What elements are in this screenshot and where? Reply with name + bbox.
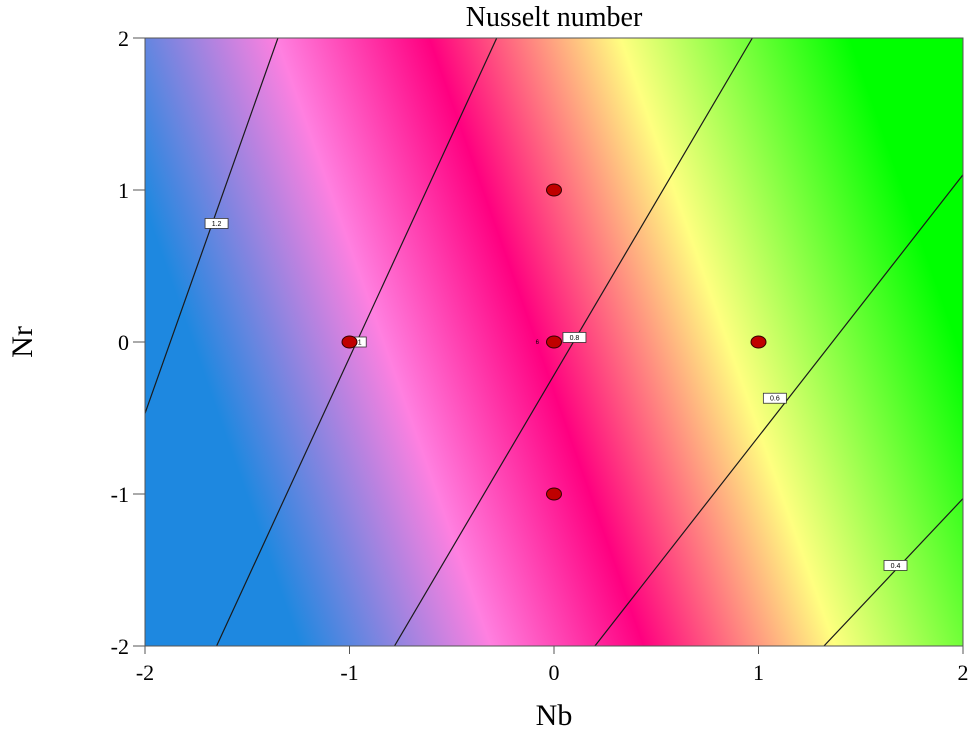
x-tick-label: 2 <box>958 660 969 685</box>
design-point-marker <box>546 183 562 197</box>
design-point-marker <box>341 335 358 349</box>
svg-text:1.2: 1.2 <box>212 221 222 228</box>
x-tick-label: -2 <box>136 660 154 685</box>
x-tick-label: -1 <box>340 660 358 685</box>
contour-label: 0.4 <box>883 560 908 571</box>
contour-label: 1.2 <box>204 218 229 229</box>
svg-text:0.6: 0.6 <box>770 396 780 403</box>
y-tick-label: 0 <box>118 330 129 355</box>
center-point-count: 6 <box>536 340 540 346</box>
contour-label: 0.8 <box>562 332 587 343</box>
design-point-marker <box>546 335 562 349</box>
contour-label: 0.6 <box>762 392 787 404</box>
svg-text:0.4: 0.4 <box>891 563 901 570</box>
svg-text:0.8: 0.8 <box>570 335 580 342</box>
y-tick-label: -1 <box>111 482 129 507</box>
y-tick-label: -2 <box>111 634 129 659</box>
x-axis: -2 -1 0 1 2 <box>136 646 969 685</box>
y-axis-title: Nr <box>6 326 39 358</box>
x-axis-title: Nb <box>536 699 573 732</box>
y-tick-label: 2 <box>118 26 129 51</box>
x-tick-label: 0 <box>549 660 560 685</box>
contour-line <box>823 498 963 646</box>
svg-text:1: 1 <box>358 340 362 347</box>
design-points: 6 <box>341 183 767 501</box>
y-tick-label: 1 <box>118 178 129 203</box>
chart-title: Nusselt number <box>466 2 643 33</box>
design-point-marker <box>546 487 562 501</box>
contour-labels: 1.2 1 0.8 0.6 0.4 <box>204 218 908 571</box>
contour-line <box>594 174 963 646</box>
x-tick-label: 1 <box>753 660 764 685</box>
design-point-marker <box>750 335 767 349</box>
plot-area: 1.2 1 0.8 0.6 0.4 6 <box>145 38 963 646</box>
y-axis: -2 -1 0 1 2 <box>111 26 145 659</box>
